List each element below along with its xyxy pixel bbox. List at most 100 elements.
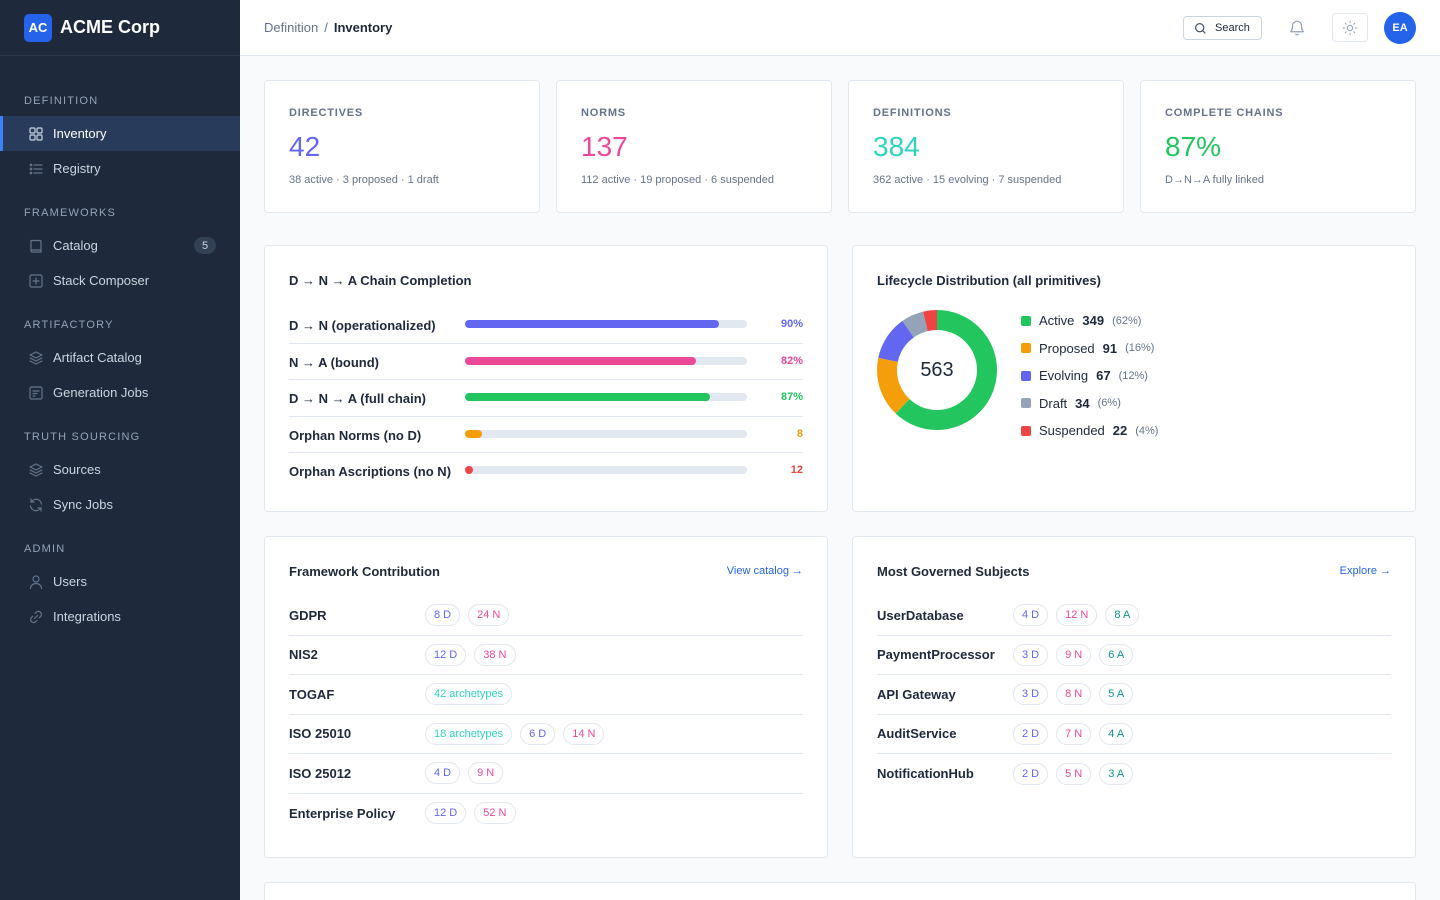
donut-slice-suspended [877, 310, 997, 430]
legend-item-suspended: Suspended 22 (4%) [1021, 417, 1158, 445]
list-item[interactable]: GDPR 8 D 24 N [289, 596, 803, 636]
lifecycle-distribution-card: Lifecycle Distribution (all primitives) … [852, 245, 1416, 512]
search-icon [1195, 22, 1206, 34]
stat-card-norms: NORMS 137 112 active · 19 proposed · 6 s… [556, 80, 832, 213]
legend-percent: (16%) [1125, 342, 1155, 355]
chain-row-value: 8 [796, 427, 803, 440]
list-item[interactable]: TOGAF 42 archetypes [289, 675, 803, 715]
list-item[interactable]: NIS2 12 D 38 N [289, 636, 803, 675]
framework-list: GDPR 8 D 24 N NIS2 12 D 38 N TOGAF 42 archetype… [289, 596, 803, 833]
count-badge: 5 N [1056, 762, 1092, 785]
sidebar-item-integrations[interactable]: Integrations [0, 599, 240, 634]
sidebar-item-label: Registry [53, 161, 101, 176]
count-badge: 3 D [1013, 643, 1049, 666]
chain-row-value: 12 [790, 464, 803, 476]
sidebar-item-generation-jobs[interactable]: Generation Jobs [0, 375, 240, 410]
count-badge: 7 N [1056, 722, 1092, 745]
user-avatar[interactable]: EA [1384, 12, 1416, 44]
sidebar-item-users[interactable]: Users [0, 564, 240, 599]
chain-row-value: 90% [780, 318, 803, 330]
count-badge: 4 D [1013, 604, 1049, 627]
progress-track [465, 356, 747, 365]
sidebar-item-label: Sync Jobs [53, 497, 113, 512]
list-item[interactable]: Enterprise Policy 12 D 52 N [289, 794, 803, 834]
sidebar-item-label: Inventory [53, 126, 107, 141]
legend-percent: (62%) [1112, 314, 1142, 327]
progress-track [465, 429, 747, 438]
count-badge: 52 N [474, 802, 516, 825]
stat-value: 87% [1165, 131, 1222, 162]
progress-track [465, 320, 747, 328]
count-badge: 38 N [474, 643, 516, 666]
legend-count: 349 [1082, 313, 1105, 329]
card-title: Lifecycle Distribution (all primitives) [877, 273, 1101, 288]
chain-row: Orphan Norms (no D) 8 [289, 417, 803, 453]
sidebar-item-stack-composer[interactable]: Stack Composer [0, 263, 240, 298]
list-item-name: PaymentProcessor [877, 647, 995, 663]
list-item[interactable]: NotificationHub 2 D 5 N 3 A [877, 754, 1391, 794]
sidebar-item-catalog[interactable]: Catalog 5 [0, 228, 240, 263]
sidebar-nav: DEFINITION Inventory Registry FRAMEWORKS Cat… [0, 56, 240, 634]
stat-value: 137 [581, 131, 628, 162]
search-label: Search [1215, 22, 1250, 34]
card-title: Framework Contribution [289, 564, 440, 579]
theme-toggle-button[interactable] [1332, 13, 1368, 42]
sun-icon [1342, 20, 1358, 35]
stat-label: DEFINITIONS [873, 107, 952, 119]
progress-fill [465, 466, 474, 474]
breadcrumb-current: Inventory [333, 20, 393, 35]
list-item[interactable]: PaymentProcessor 3 D 9 N 6 A [877, 636, 1391, 675]
list-item[interactable]: AuditService 2 D 7 N 4 A [877, 715, 1391, 754]
framework-contribution-card: Framework Contribution View catalog → GD… [264, 536, 828, 858]
link-icon [28, 609, 44, 625]
list-item[interactable]: API Gateway 3 D 8 N 5 A [877, 675, 1391, 715]
chain-row: D → N → A (full chain) 87% [289, 380, 803, 417]
donut-total: 563 [920, 359, 953, 381]
list-item-name: API Gateway [877, 686, 956, 702]
list-item-name: NotificationHub [877, 766, 974, 782]
legend-count: 91 [1102, 340, 1118, 356]
view-catalog-link[interactable]: View catalog → [726, 565, 803, 577]
sidebar-item-sync-jobs[interactable]: Sync Jobs [0, 487, 240, 522]
grid-icon [28, 126, 44, 142]
nav-section-title: ARTIFACTORY [24, 319, 114, 331]
sidebar-item-artifact-catalog[interactable]: Artifact Catalog [0, 340, 240, 375]
brand[interactable]: AC ACME Corp [0, 0, 240, 56]
count-badge: 4 A [1099, 722, 1134, 745]
search-button[interactable]: Search [1183, 16, 1262, 40]
breadcrumb-parent[interactable]: Definition [264, 20, 319, 35]
card-title: D → N → A Chain Completion [289, 273, 472, 288]
chain-row-value: 82% [780, 354, 803, 367]
legend-percent: (12%) [1118, 369, 1148, 382]
layers-icon [28, 462, 44, 478]
legend-name: Evolving [1039, 368, 1089, 384]
count-badge: 24 N [468, 604, 510, 627]
count-badge: 6 D [520, 722, 556, 745]
count-badge: 6 A [1099, 643, 1134, 666]
bell-icon[interactable] [1288, 19, 1306, 37]
sidebar-item-sources[interactable]: Sources [0, 452, 240, 487]
legend-swatch [1021, 315, 1031, 326]
stat-value: 384 [873, 131, 920, 162]
list-item[interactable]: UserDatabase 4 D 12 N 8 A [877, 596, 1391, 636]
sidebar-item-inventory[interactable]: Inventory [0, 116, 240, 151]
list-item[interactable]: ISO 25012 4 D 9 N [289, 754, 803, 794]
count-badge: 14 N [563, 722, 605, 745]
explore-link[interactable]: Explore → [1339, 565, 1391, 577]
list-item-name: UserDatabase [877, 607, 964, 623]
list-item[interactable]: ISO 25010 18 archetypes 6 D 14 N [289, 715, 803, 754]
sidebar-item-label: Integrations [53, 609, 121, 624]
progress-track [465, 466, 747, 474]
stat-label: COMPLETE CHAINS [1165, 107, 1284, 119]
legend-swatch [1021, 425, 1031, 436]
list-item-name: TOGAF [289, 686, 335, 702]
sidebar-item-registry[interactable]: Registry [0, 151, 240, 186]
user-icon [28, 574, 44, 590]
breadcrumb: Definition / Inventory [264, 20, 392, 35]
legend-count: 67 [1096, 368, 1111, 384]
progress-track [465, 393, 747, 401]
progress-fill [465, 429, 482, 438]
chain-completion-list: D → N (operationalized) 90% N → A (bound) 8… [289, 307, 803, 490]
brand-name: ACME Corp [60, 17, 160, 37]
chain-row-label: Orphan Ascriptions (no N) [289, 464, 452, 479]
